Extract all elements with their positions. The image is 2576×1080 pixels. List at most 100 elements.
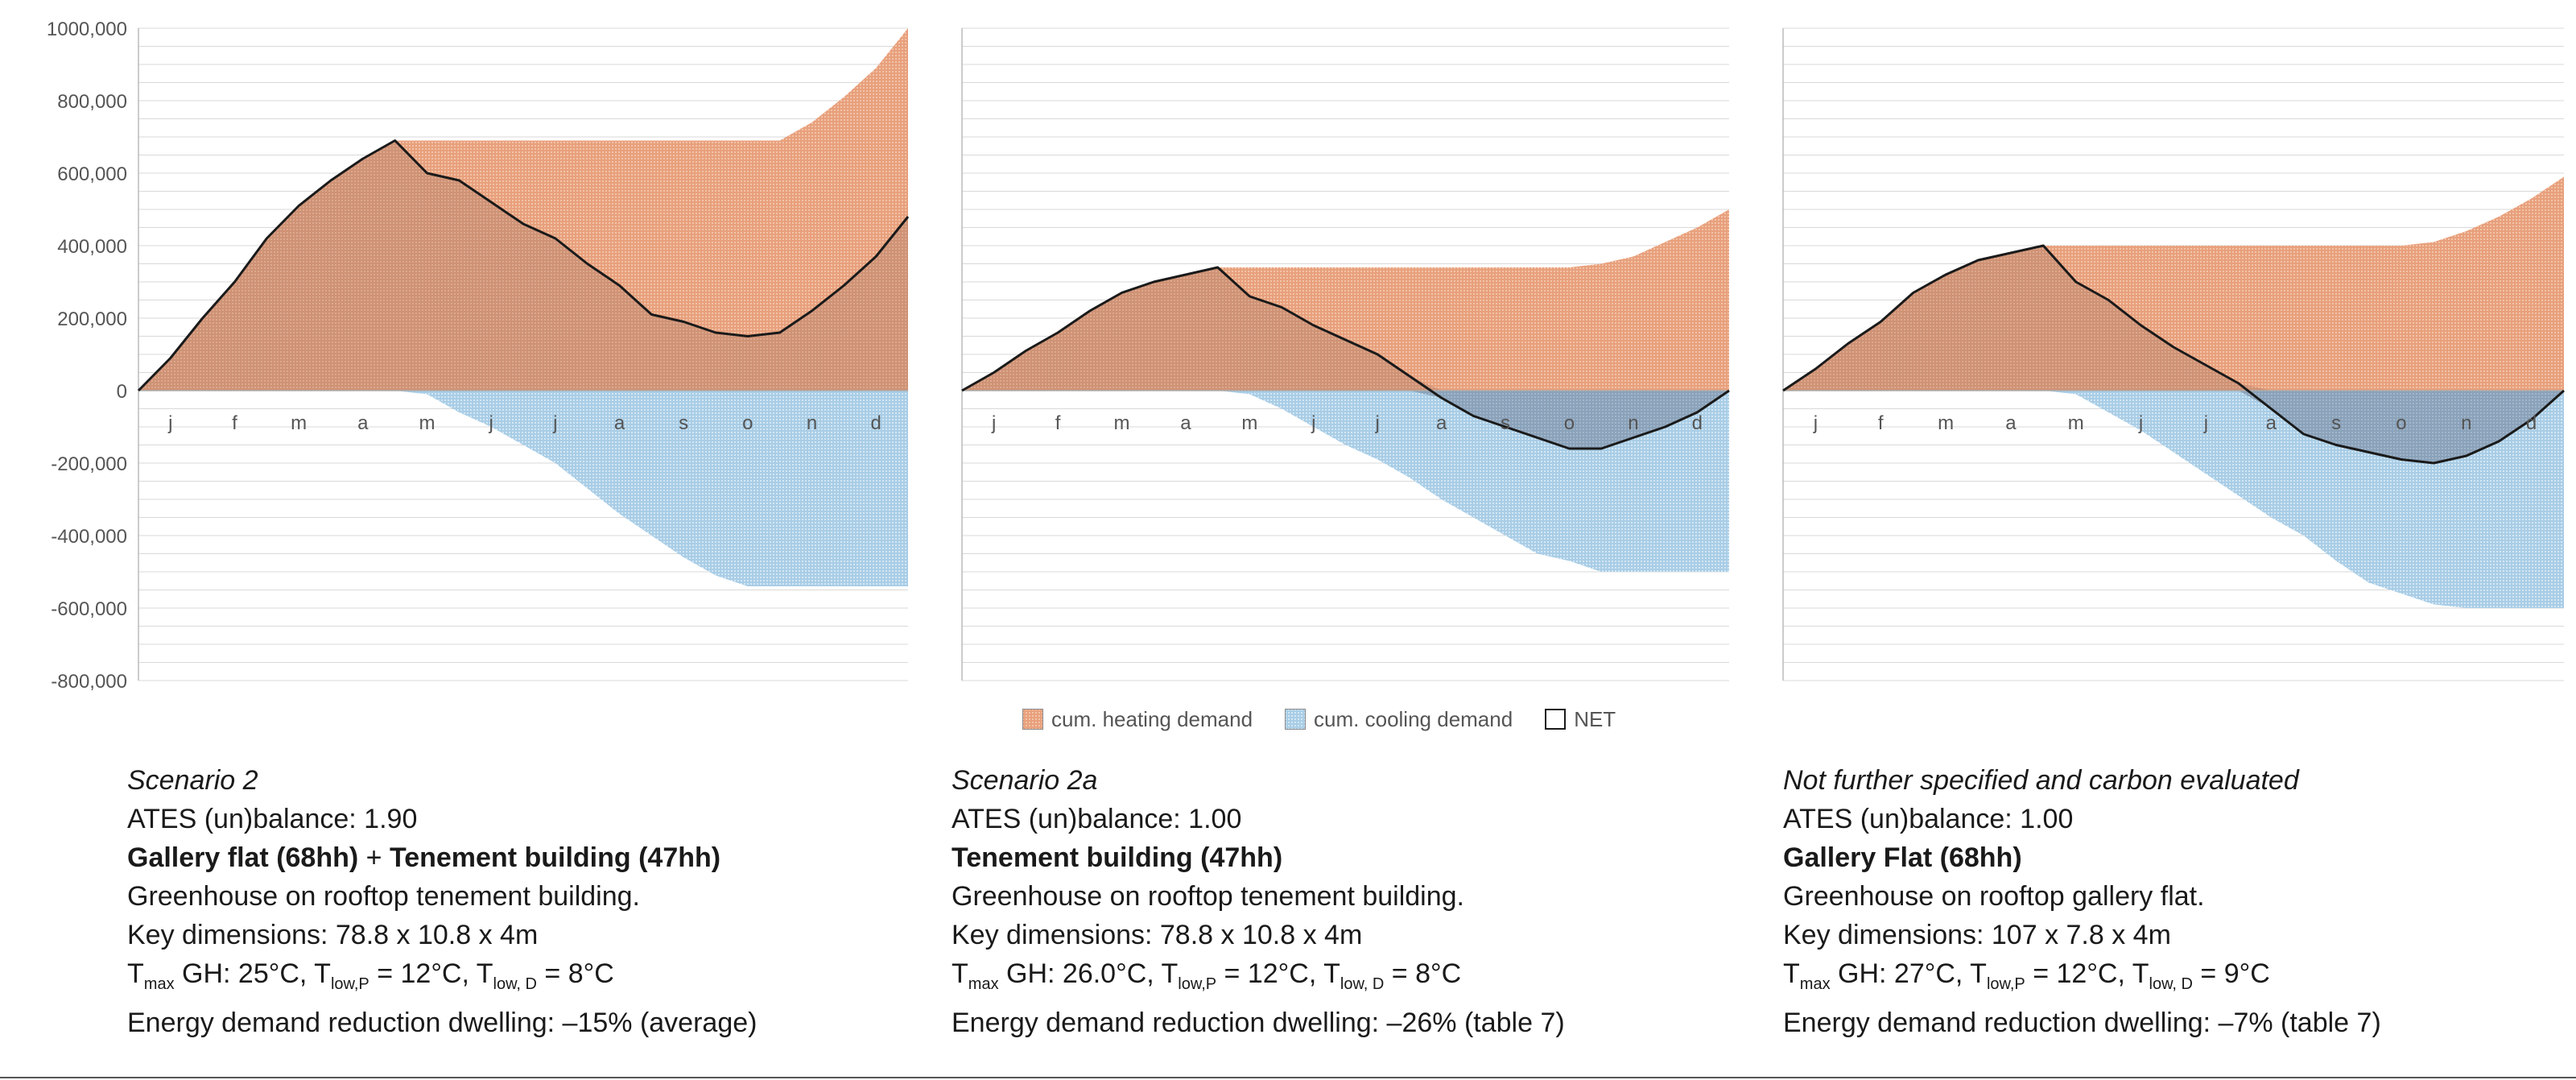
caption-balance: ATES (un)balance: 1.00 [1783,804,2074,834]
legend-swatch-net [1545,709,1567,730]
temp-s3: low, D [493,975,537,993]
legend-item-heating: cum. heating demand [1022,707,1253,732]
x-month-label: a [614,412,625,434]
caption-reduction: Energy demand reduction dwelling: –7% (t… [1783,1008,2381,1038]
caption-title: Not further specified and carbon evaluat… [1783,765,2299,796]
chart-scenario-2: -800,000 -600,000 -400,000 -200,000 0 200,000… [0,0,918,709]
x-month-label: d [1692,412,1703,434]
x-month-label: s [679,412,688,434]
temp-t1: T [127,958,144,989]
bottom-rule [0,1077,2576,1078]
temp-s1: max [968,975,999,993]
caption-building-a: Gallery Flat (68hh) [1783,842,2022,873]
legend-item-cooling: cum. cooling demand [1285,707,1513,732]
caption-reduction: Energy demand reduction dwelling: –15% (… [127,1008,758,1038]
area-net-positive [1783,246,2564,391]
caption-reduction: Energy demand reduction dwelling: –26% (… [952,1008,1565,1038]
caption-greenhouse: Greenhouse on rooftop tenement building. [127,881,641,912]
y-tick-label: -400,000 [51,526,127,548]
y-tick-label: -600,000 [51,598,127,620]
caption-building-a: Tenement building (47hh) [952,842,1283,873]
temp-t3: = 12°C, T [369,958,493,989]
y-tick-label: 200,000 [57,308,127,330]
y-tick-label: 600,000 [57,163,127,185]
area-net-positive [962,267,1729,391]
caption-temperatures: Tmax GH: 27°C, Tlow,P = 12°C, Tlow, D = … [1783,954,2381,1003]
chart-legend: cum. heating demand cum. cooling demand … [1022,703,1616,735]
caption-building-join: + [358,842,390,873]
temp-t3: = 12°C, T [2025,958,2149,989]
x-month-label: j [2138,412,2143,434]
caption-title: Scenario 2 [127,765,258,796]
caption-balance: ATES (un)balance: 1.00 [952,804,1242,834]
caption-dimensions: Key dimensions: 78.8 x 10.8 x 4m [127,920,539,950]
legend-label-cooling: cum. cooling demand [1314,706,1513,731]
y-tick-label: 0 [117,381,127,403]
caption-temperatures: Tmax GH: 26.0°C, Tlow,P = 12°C, Tlow, D … [952,954,1565,1003]
x-month-label: n [2461,412,2471,434]
caption-greenhouse: Greenhouse on rooftop tenement building. [952,881,1465,912]
y-tick-label: -200,000 [51,453,127,475]
temp-t4: = 9°C [2192,958,2270,989]
x-month-label: a [2005,412,2017,434]
x-month-label: s [2331,412,2341,434]
x-month-label: m [291,412,307,434]
x-month-label: f [1878,412,1884,434]
caption-dimensions: Key dimensions: 107 x 7.8 x 4m [1783,920,2171,950]
net-line [137,139,910,392]
x-month-label: d [2526,412,2537,434]
chart-svg: -800,000 -600,000 -400,000 -200,000 0 200,000… [47,19,910,693]
x-month-label: j [1375,412,1380,434]
x-month-label: n [1628,412,1638,434]
x-month-label: o [742,412,753,434]
caption-not-further-specified: Not further specified and carbon evaluat… [1783,761,2381,1042]
y-tick-label: 800,000 [57,91,127,113]
y-tick-label: -800,000 [51,671,127,693]
legend-label-heating: cum. heating demand [1051,706,1253,731]
x-month-label: a [357,412,369,434]
x-month-label: o [1564,412,1575,434]
temp-s2: low,P [1986,975,2025,993]
area-net-negative [962,391,1729,449]
temp-t2: GH: 27°C, T [1830,958,1987,989]
x-month-label: o [2396,412,2406,434]
temp-s1: max [1799,975,1831,993]
temp-t3: = 12°C, T [1216,958,1340,989]
caption-buildings: Gallery Flat (68hh) [1783,838,2381,877]
temp-t2: GH: 26.0°C, T [998,958,1179,989]
temp-s3: low, D [1340,975,1385,993]
caption-building-a: Gallery flat (68hh) [127,842,359,873]
x-month-label: n [807,412,817,434]
x-month-label: j [2203,412,2208,434]
x-month-label: a [1180,412,1191,434]
temp-t4: = 8°C [1384,958,1462,989]
y-tick-label: 400,000 [57,236,127,258]
legend-label-net: NET [1574,706,1616,731]
legend-item-net: NET [1545,707,1616,732]
x-month-label: m [1114,412,1130,434]
caption-buildings: Tenement building (47hh) [952,838,1565,877]
caption-balance: ATES (un)balance: 1.90 [127,804,418,834]
temp-s1: max [143,975,175,993]
caption-scenario-2a: Scenario 2a ATES (un)balance: 1.00 Tenem… [952,761,1565,1042]
caption-dimensions: Key dimensions: 78.8 x 10.8 x 4m [952,920,1363,950]
net-line [1782,244,2565,465]
x-month-label: m [1241,412,1257,434]
caption-greenhouse: Greenhouse on rooftop gallery flat. [1783,881,2205,912]
x-month-label: m [2068,412,2084,434]
caption-building-b: Tenement building (47hh) [389,842,721,873]
temp-s2: low,P [330,975,369,993]
caption-buildings: Gallery flat (68hh) + Tenement building … [127,838,757,877]
x-month-label: j [1311,412,1315,434]
x-month-label: s [1501,412,1510,434]
x-month-label: a [2266,412,2277,434]
x-month-label: j [167,412,172,434]
area-net-positive [138,140,908,391]
x-month-label: j [991,412,996,434]
caption-temperatures: Tmax GH: 25°C, Tlow,P = 12°C, Tlow, D = … [127,954,757,1003]
area-net-negative [1783,391,2564,463]
temp-t1: T [1783,958,1800,989]
